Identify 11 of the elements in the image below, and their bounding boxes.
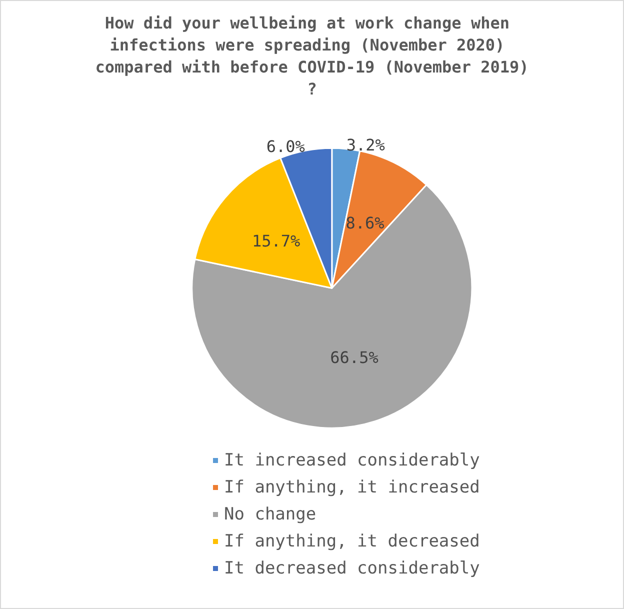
legend-label: It decreased considerably	[224, 558, 480, 578]
legend-label: It increased considerably	[224, 450, 480, 470]
legend-label: If anything, it decreased	[224, 532, 480, 552]
data-label: 6.0%	[266, 137, 306, 156]
legend-label: If anything, it increased	[224, 478, 480, 498]
data-label: 8.6%	[346, 214, 385, 233]
data-label: 66.5%	[330, 348, 379, 368]
legend-label: No change	[224, 504, 316, 524]
chart-title: How did your wellbeing at work change when infections were spreading (November 2020) compared with before COVID-19 (November 2019)?	[95, 14, 529, 98]
data-label: 15.7%	[252, 232, 301, 251]
data-label: 3.2%	[346, 135, 386, 154]
